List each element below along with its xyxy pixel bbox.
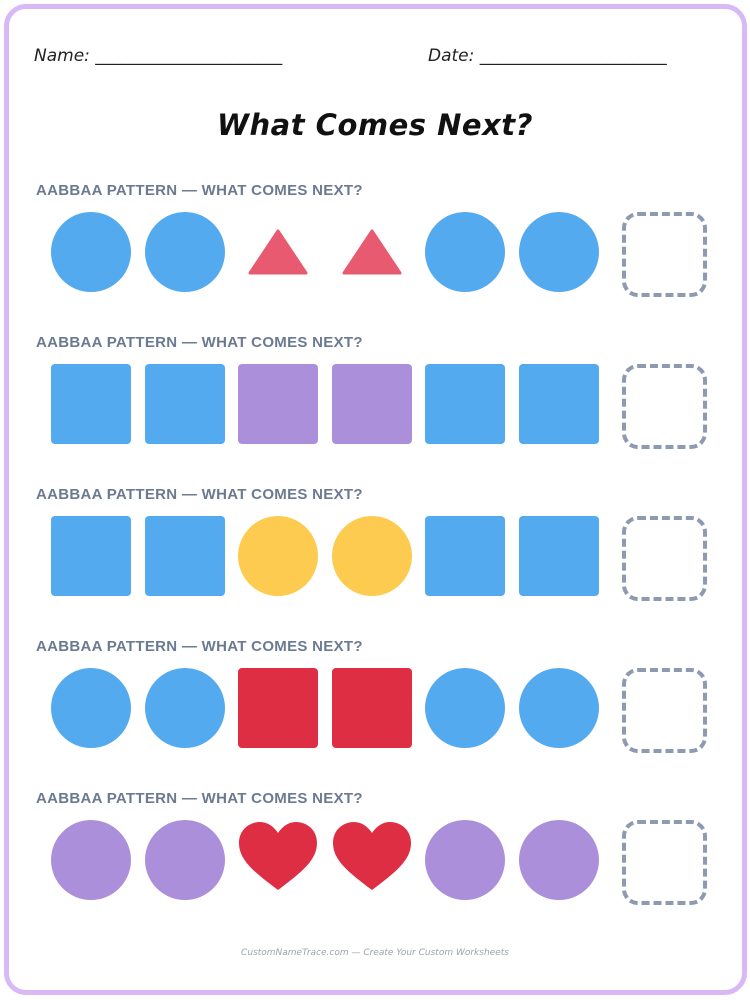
circle-shape [518,212,599,292]
circle-shape [51,668,131,748]
circle-shape [51,820,131,900]
circle-shape [518,668,599,748]
row-label: AABBAA PATTERN — WHAT COMES NEXT? [36,182,363,199]
square-shape [518,516,599,596]
worksheet-title: What Comes Next? [217,108,533,142]
footer-credit: CustomNameTrace.com — Create Your Custom… [241,948,509,958]
date-field[interactable]: Date: ______________________ [428,46,667,66]
square-shape [331,668,412,748]
heart-shape [239,822,317,890]
square-shape [51,516,131,596]
circle-shape [144,668,225,748]
row-label: AABBAA PATTERN — WHAT COMES NEXT? [36,334,363,351]
square-shape [238,364,318,444]
circle-shape [425,820,505,900]
heart-shape [332,822,411,890]
answer-box[interactable] [622,516,707,601]
circle-shape [518,820,599,900]
answer-box[interactable] [622,364,707,449]
square-shape [51,364,131,444]
row-label: AABBAA PATTERN — WHAT COMES NEXT? [36,790,363,807]
triangle-shape [342,229,401,275]
triangle-shape [248,229,308,275]
square-shape [518,364,599,444]
circle-shape [238,516,318,596]
square-shape [425,364,505,444]
circle-shape [144,212,225,292]
row-label: AABBAA PATTERN — WHAT COMES NEXT? [36,486,363,503]
name-field[interactable]: Name: ______________________ [34,46,283,66]
circle-shape [144,820,225,900]
circle-shape [51,212,131,292]
circle-shape [425,668,505,748]
answer-box[interactable] [622,820,707,905]
circle-shape [331,516,412,596]
answer-box[interactable] [622,212,707,297]
square-shape [238,668,318,748]
answer-box[interactable] [622,668,707,753]
square-shape [144,516,225,596]
row-label: AABBAA PATTERN — WHAT COMES NEXT? [36,638,363,655]
square-shape [425,516,505,596]
square-shape [144,364,225,444]
circle-shape [425,212,505,292]
square-shape [331,364,412,444]
